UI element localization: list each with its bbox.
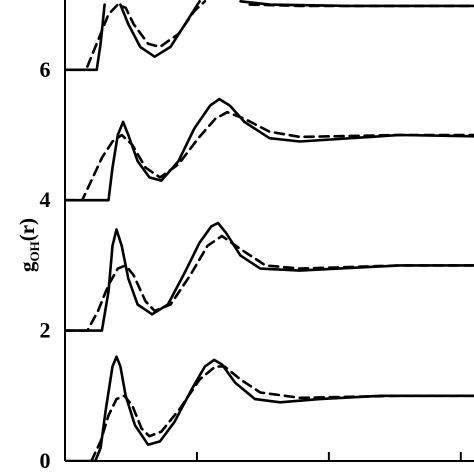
solid-curve: [65, 97, 474, 202]
y-label-main: g: [15, 261, 39, 272]
y-tick-label: 0: [40, 448, 51, 473]
y-tick-label: 2: [40, 318, 51, 343]
y-label-sub: OH: [27, 241, 42, 261]
solid-curve: [65, 221, 474, 332]
dashed-curve: [90, 365, 474, 461]
dashed-curve: [65, 110, 474, 202]
dashed-curve: [86, 0, 474, 68]
y-tick-label: 6: [40, 57, 51, 82]
y-label-tail: (r): [15, 218, 39, 241]
y-tick-label: 4: [40, 187, 51, 212]
y-axis-label: gOH(r): [15, 218, 42, 272]
dashed-curve: [65, 234, 474, 332]
solid-curve: [65, 355, 474, 461]
plot-area: [65, 0, 474, 461]
